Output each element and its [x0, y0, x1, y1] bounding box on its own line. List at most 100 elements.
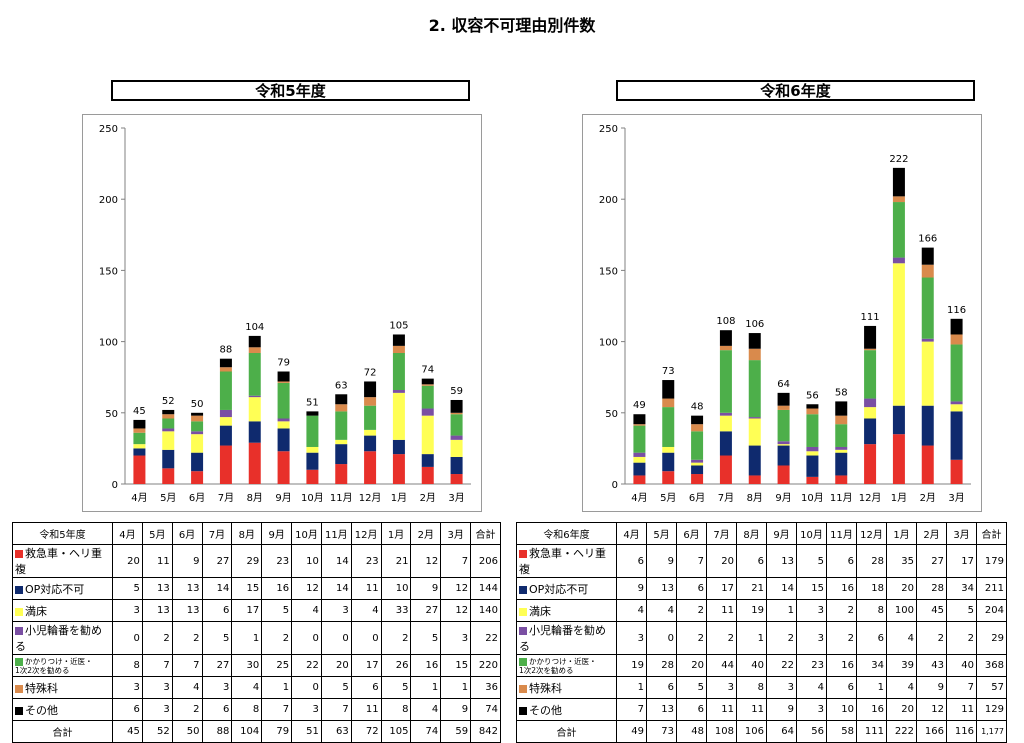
table-cell: 20 — [886, 698, 917, 721]
bar-segment — [364, 429, 377, 436]
bar-segment — [719, 330, 732, 346]
table-cell: 7 — [440, 544, 472, 578]
table-cell: 13 — [646, 577, 677, 600]
legend-swatch — [519, 627, 527, 635]
table-cell: 16 — [826, 577, 857, 600]
bar-segment — [162, 418, 175, 429]
table-row: 救急車・ヘリ重複 20 11 9 27 29 23 10 14 23 21 12 7 206 — [12, 544, 501, 578]
row-category-label: その他 — [25, 703, 58, 717]
row-category-label: その他 — [529, 703, 562, 717]
table-header-month: 2月 — [916, 522, 947, 545]
data-label: 45 — [133, 406, 146, 417]
month-total: 52 — [141, 720, 173, 743]
row-category: かかりつけ・近医・ 1次2次を勧める — [12, 654, 113, 677]
x-tick-label: 3月 — [948, 492, 964, 504]
table-cell: 6 — [676, 577, 707, 600]
bar-segment — [450, 474, 463, 484]
chart-r6: 0 50 100 150 200 250 49 4月 73 5月 48 6月 108 7月 106 8月 64 9… — [582, 114, 982, 512]
bar-segment — [277, 382, 290, 419]
table-cell: 12 — [440, 599, 472, 622]
month-total: 105 — [380, 720, 412, 743]
bar-segment — [835, 401, 848, 416]
bar-segment — [133, 444, 146, 449]
bar-segment — [162, 409, 175, 415]
table-cell: 2 — [676, 621, 707, 655]
chart-r5: 0 50 100 150 200 250 45 4月 52 5月 50 6月 88 7月 104 8月 79 9月… — [82, 114, 482, 512]
bar-segment — [662, 407, 675, 447]
table-cell: 40 — [736, 654, 767, 677]
bar-segment — [691, 431, 704, 460]
table-cell: 2 — [171, 698, 203, 721]
table-cell: 3 — [201, 676, 233, 699]
table-cell: 18 — [856, 577, 887, 600]
table-cell: 0 — [112, 621, 143, 655]
table-cell: 4 — [886, 621, 917, 655]
bar-segment — [835, 475, 848, 484]
data-label: 79 — [277, 358, 290, 369]
bar-segment — [892, 202, 905, 258]
table-cell: 11 — [350, 698, 382, 721]
bar-segment — [950, 318, 963, 335]
row-category-label: 救急車・ヘリ重複 — [15, 547, 102, 576]
table-cell: 5 — [261, 599, 293, 622]
bar-segment — [892, 434, 905, 484]
table-cell: 2 — [946, 621, 977, 655]
row-total: 140 — [470, 599, 501, 622]
table-cell: 13 — [171, 577, 203, 600]
y-tick-label: 0 — [112, 480, 118, 491]
table-cell: 7 — [320, 698, 352, 721]
table-cell: 3 — [141, 698, 173, 721]
table-cell: 9 — [616, 577, 647, 600]
month-total: 63 — [320, 720, 352, 743]
table-row: 小児輪番を勧める 0 2 2 5 1 2 0 0 0 2 5 3 22 — [12, 621, 501, 655]
table-cell: 6 — [676, 698, 707, 721]
bar-segment — [719, 431, 732, 456]
table-cell: 13 — [141, 599, 173, 622]
bar-segment — [219, 417, 232, 426]
table-cell: 12 — [916, 698, 947, 721]
row-category-label: 小児輪番を勧める — [519, 624, 606, 653]
row-total: 206 — [470, 544, 501, 578]
bar-segment — [133, 432, 146, 445]
table-row: 満床 4 4 2 11 19 1 3 2 8 100 45 5 204 — [516, 599, 1007, 622]
bar-segment — [633, 452, 646, 457]
table-cell: 44 — [706, 654, 737, 677]
x-tick-label: 2月 — [920, 492, 936, 504]
chart-r5-svg: 0 50 100 150 200 250 45 4月 52 5月 50 6月 88 7月 104 8月 79 9月… — [99, 124, 471, 504]
y-tick-label: 150 — [99, 266, 118, 277]
bar-segment — [421, 385, 434, 409]
table-cell: 20 — [886, 577, 917, 600]
row-total: 129 — [976, 698, 1007, 721]
month-total: 59 — [440, 720, 472, 743]
table-cell: 45 — [916, 599, 947, 622]
table-cell: 22 — [766, 654, 797, 677]
data-label: 73 — [662, 366, 675, 377]
month-total: 64 — [766, 720, 797, 743]
bar-segment — [392, 454, 405, 484]
bar-segment — [421, 454, 434, 467]
legend-swatch — [15, 706, 23, 715]
bar-segment — [248, 421, 261, 443]
table-cell: 1 — [856, 676, 887, 699]
bar-segment — [335, 444, 348, 465]
bar-segment — [719, 415, 732, 432]
bar-segment — [191, 431, 204, 435]
bar-segment — [162, 428, 175, 432]
data-label: 88 — [220, 345, 233, 356]
bar-segment — [450, 414, 463, 436]
table-cell: 28 — [646, 654, 677, 677]
data-label: 104 — [245, 322, 264, 333]
y-tick-label: 250 — [99, 124, 118, 135]
bar-segment — [162, 414, 175, 419]
table-row: その他 7 13 6 11 11 9 3 10 16 20 12 11 129 — [516, 698, 1007, 721]
table-header-total: 合計 — [470, 522, 501, 545]
data-label: 63 — [335, 380, 348, 391]
bar-segment — [835, 424, 848, 447]
table-cell: 23 — [261, 544, 293, 578]
page-title: 2. 収容不可理由別件数 — [428, 16, 596, 35]
table-cell: 12 — [410, 544, 442, 578]
table-header-label: 令和5年度 — [12, 522, 113, 545]
table-row: 特殊科 1 6 5 3 8 3 4 6 1 4 9 7 57 — [516, 676, 1007, 699]
table-cell: 6 — [646, 676, 677, 699]
table-cell: 4 — [350, 599, 382, 622]
